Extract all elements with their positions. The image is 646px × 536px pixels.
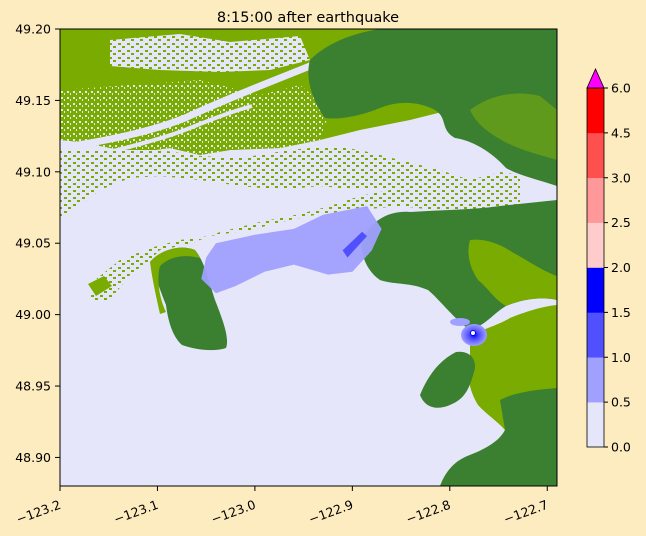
x-tick-label: −123.1 bbox=[112, 497, 161, 527]
y-tick-label: 49.15 bbox=[15, 93, 51, 108]
x-axis: −123.2 −123.1 −123.0 −122.9 −122.8 −122.7 bbox=[14, 486, 550, 527]
y-axis: 48.90 48.95 49.00 49.05 49.10 49.15 49.20 bbox=[15, 22, 60, 465]
land-point-roberts bbox=[150, 247, 228, 351]
fraser-river-arm bbox=[109, 104, 253, 154]
x-tick-label: −123.0 bbox=[209, 497, 258, 527]
colorbar-segment bbox=[587, 177, 604, 223]
map-frame bbox=[59, 28, 558, 487]
y-tick-label: 49.00 bbox=[15, 307, 51, 322]
colorbar-segment bbox=[587, 312, 604, 358]
y-tick-label: 49.10 bbox=[15, 164, 51, 179]
land-point-roberts-edge bbox=[150, 247, 200, 314]
colorbar-segment bbox=[587, 222, 604, 268]
x-tick-label: −122.7 bbox=[501, 497, 550, 527]
land-north-urban-2 bbox=[110, 34, 310, 72]
map-area bbox=[60, 29, 557, 486]
map-title: 8:15:00 after earthquake bbox=[217, 10, 399, 26]
colorbar-tick-label: 0.0 bbox=[611, 440, 631, 455]
land-east-upland bbox=[308, 29, 557, 186]
x-tick-label: −122.8 bbox=[404, 497, 453, 527]
y-tick-label: 49.20 bbox=[15, 22, 51, 37]
y-tick-label: 49.05 bbox=[15, 236, 51, 251]
colorbar-tick-label: 3.0 bbox=[611, 170, 631, 185]
x-tick-label: −122.9 bbox=[307, 497, 356, 527]
land-southeast-upland bbox=[440, 388, 557, 486]
colorbar-segment bbox=[587, 88, 604, 134]
x-tick-label: −123.2 bbox=[14, 497, 63, 527]
colorbar-tick-label: 0.5 bbox=[611, 395, 631, 410]
land-tsawwassen-spit bbox=[88, 276, 112, 296]
colorbar-tick-label: 6.0 bbox=[611, 81, 631, 96]
colorbar-extend-max bbox=[586, 68, 605, 89]
y-tick-label: 48.95 bbox=[15, 379, 51, 394]
colorbar-tick-label: 1.0 bbox=[611, 350, 631, 365]
colorbar-tick-label: 2.0 bbox=[611, 260, 631, 275]
colorbar-segment bbox=[587, 402, 604, 448]
inundation-patch-roberts-bank bbox=[201, 206, 382, 294]
inundation-streak-deeper bbox=[342, 231, 367, 258]
land-east-ridge bbox=[470, 93, 557, 160]
colorbar-tick-label: 4.5 bbox=[611, 125, 631, 140]
colorbar-tick-label: 1.5 bbox=[611, 305, 631, 320]
inundation-spot-semiahmoo bbox=[450, 318, 487, 346]
colorbar: 0.0 0.5 1.0 1.5 2.0 2.5 3.0 4.5 6.0 bbox=[586, 68, 631, 455]
land-semiahmoo-peninsula bbox=[420, 351, 476, 408]
land-white-rock-slope bbox=[468, 239, 557, 306]
colorbar-segment bbox=[587, 357, 604, 403]
colorbar-segment bbox=[587, 132, 604, 179]
y-tick-label: 48.90 bbox=[15, 450, 51, 465]
land-delta-urban bbox=[60, 146, 520, 300]
colorbar-segment bbox=[587, 267, 604, 313]
colorbar-tick-label: 2.5 bbox=[611, 215, 631, 230]
